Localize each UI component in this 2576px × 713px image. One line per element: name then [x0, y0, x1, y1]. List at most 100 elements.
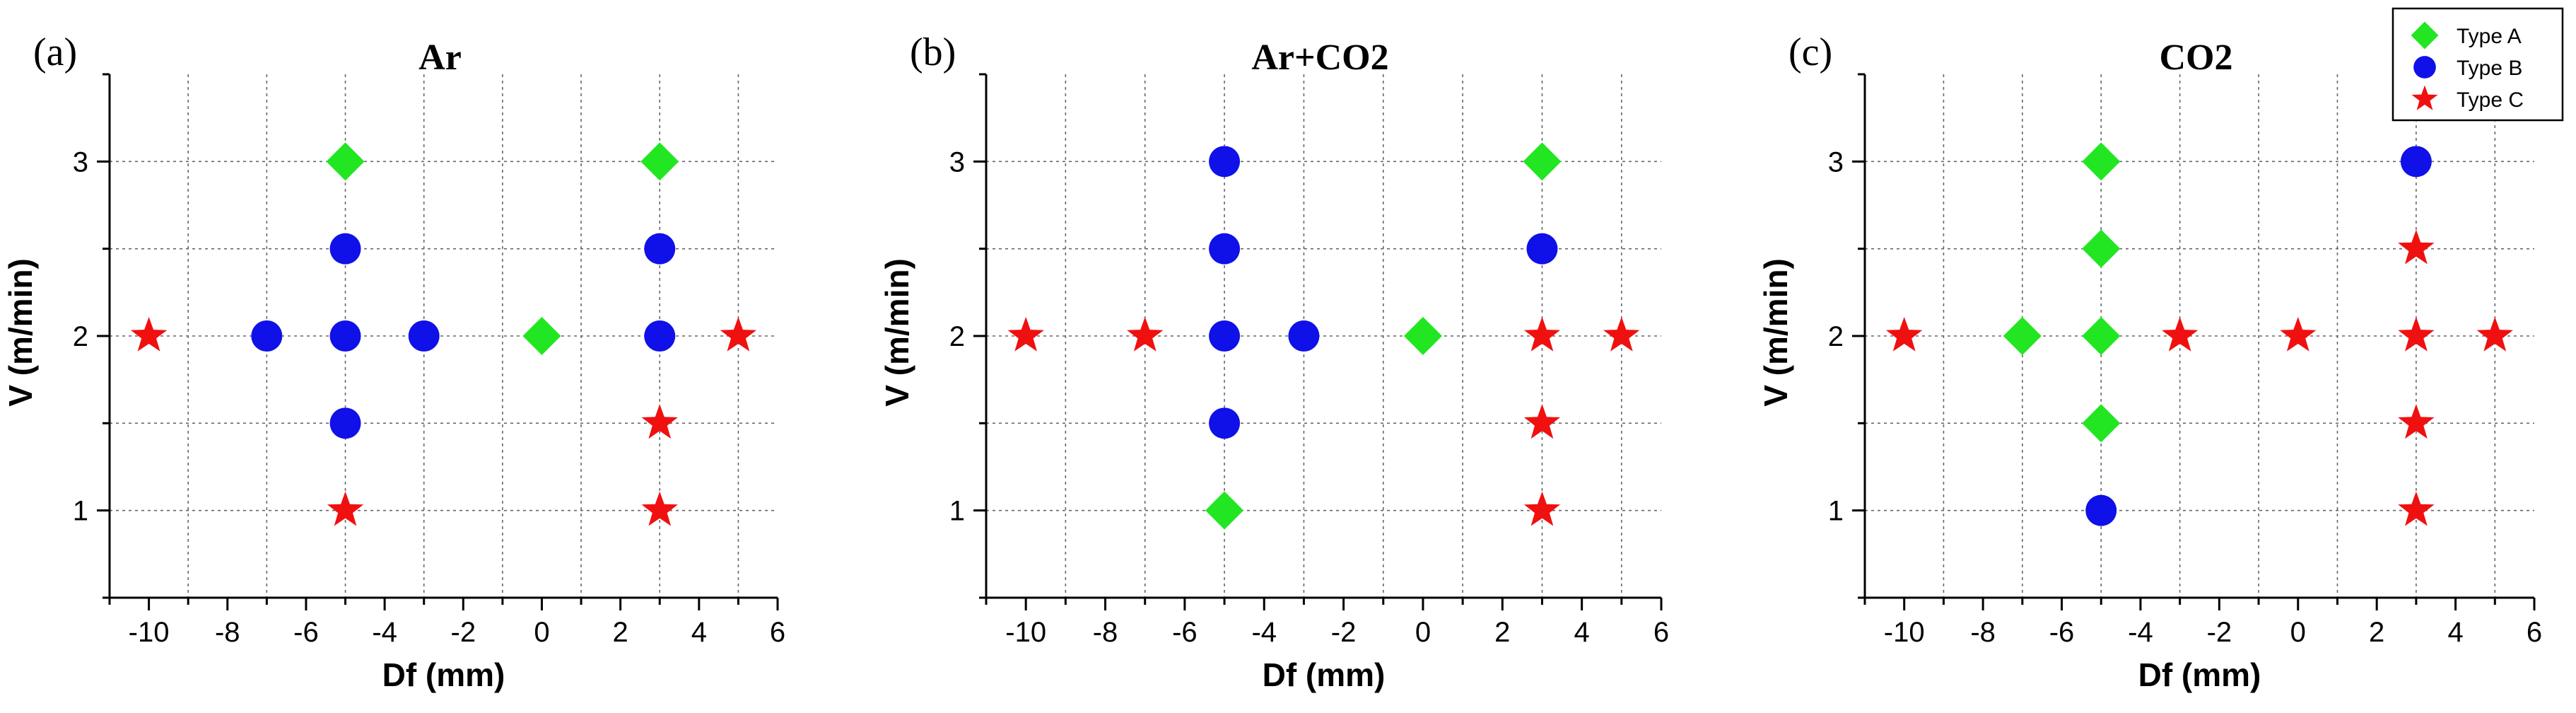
data-point-type-b	[2085, 494, 2117, 526]
y-tick-label: 2	[949, 321, 965, 352]
x-tick-label: -10	[1005, 617, 1046, 648]
x-tick-label: 4	[691, 617, 707, 648]
data-point-type-c	[2398, 229, 2435, 265]
legend-marker-type-a	[2411, 21, 2439, 50]
data-point-type-a	[522, 317, 561, 355]
x-tick-label: -4	[1251, 617, 1277, 648]
panel-title: Ar+CO2	[1251, 37, 1388, 78]
data-point-type-c	[1523, 404, 1561, 439]
data-point-type-c	[1886, 317, 1923, 352]
x-tick-label: 0	[2290, 617, 2306, 648]
y-tick-label: 1	[949, 496, 965, 527]
y-tick-label: 3	[73, 146, 88, 178]
x-axis-title: Df (mm)	[1263, 656, 1386, 693]
x-tick-label: 0	[1415, 617, 1431, 648]
data-point-type-a	[2082, 317, 2121, 355]
data-point-type-c	[2398, 317, 2435, 352]
x-tick-label: -4	[372, 617, 397, 648]
panel-c: -10 -8 -6 -4 -2 0 2 4 6 1 2 3 Df (mm) V (m/min) (c) CO2	[1757, 30, 2542, 693]
x-tick-label: 2	[613, 617, 628, 648]
x-tick-label: -4	[2128, 617, 2153, 648]
data-point-type-c	[1603, 317, 1640, 352]
panel-letter: (a)	[33, 30, 77, 74]
data-point-type-b	[1209, 233, 1241, 265]
data-point-type-b	[2400, 146, 2432, 178]
x-tick-label: -8	[215, 617, 240, 648]
data-point-type-c	[1523, 491, 1561, 526]
data-point-type-c	[1007, 317, 1044, 352]
data-point-type-b	[251, 320, 283, 352]
panel-b: -10 -8 -6 -4 -2 0 2 4 6 1 2 3 Df (mm) V (m/min) (b) Ar+…	[879, 30, 1669, 693]
data-point-type-b	[329, 407, 361, 439]
data-point-type-b	[329, 233, 361, 265]
data-point-type-a	[640, 142, 679, 181]
data-point-type-a	[2082, 229, 2121, 268]
data-point-type-c	[1127, 317, 1164, 352]
data-point-type-b	[644, 233, 676, 265]
legend-marker-type-b	[2413, 56, 2436, 79]
x-tick-label: -10	[1884, 617, 1925, 648]
data-point-type-b	[644, 320, 676, 352]
data-point-type-a	[2003, 317, 2042, 355]
data-point-type-c	[327, 491, 364, 526]
data-point-type-c	[130, 317, 168, 352]
data-point-type-c	[641, 404, 678, 439]
data-point-type-c	[720, 317, 757, 352]
data-point-type-a	[1403, 317, 1442, 355]
y-tick-label: 3	[949, 146, 965, 178]
x-tick-label: -6	[1172, 617, 1198, 648]
data-point-type-a	[1205, 491, 1244, 530]
x-axis-title: Df (mm)	[382, 656, 505, 693]
x-tick-label: -6	[293, 617, 319, 648]
x-axis-title: Df (mm)	[2138, 656, 2261, 693]
legend-label: Type A	[2457, 25, 2522, 48]
legend-label: Type B	[2457, 57, 2522, 80]
data-point-type-c	[2280, 317, 2317, 352]
y-tick-label: 1	[1828, 496, 1844, 527]
legend: Type A Type B Type C	[2391, 7, 2564, 122]
x-tick-label: 4	[1574, 617, 1590, 648]
panel-letter: (b)	[910, 30, 956, 74]
x-tick-label: 0	[534, 617, 549, 648]
x-tick-label: -8	[1970, 617, 1996, 648]
y-tick-label: 2	[1828, 321, 1844, 352]
x-tick-label: 2	[2369, 617, 2384, 648]
x-tick-label: 6	[770, 617, 785, 648]
data-point-type-a	[2082, 404, 2121, 443]
y-axis-title: V (m/min)	[1757, 258, 1794, 407]
data-point-type-b	[1209, 407, 1241, 439]
panel-title: Ar	[418, 37, 462, 78]
data-point-type-b	[1209, 320, 1241, 352]
data-point-type-b	[1526, 233, 1558, 265]
data-point-type-b	[408, 320, 440, 352]
panel-a: -10 -8 -6 -4 -2 0 2 4 6 1 2 3 Df (mm) V (m/min) (a) Ar	[2, 30, 785, 693]
x-tick-label: 2	[1494, 617, 1510, 648]
data-point-type-a	[1523, 142, 1562, 181]
data-point-type-c	[2398, 404, 2435, 439]
legend-label: Type C	[2457, 88, 2524, 112]
y-tick-label: 1	[73, 496, 88, 527]
x-tick-label: 6	[2527, 617, 2542, 648]
data-point-type-b	[1288, 320, 1320, 352]
x-tick-label: -2	[2207, 617, 2232, 648]
data-point-type-c	[1523, 317, 1561, 352]
data-point-type-c	[2476, 317, 2513, 352]
data-point-type-b	[329, 320, 361, 352]
x-tick-label: -2	[1331, 617, 1357, 648]
panel-letter: (c)	[1788, 30, 1832, 74]
y-tick-label: 3	[1828, 146, 1844, 178]
legend-marker-type-c	[2411, 85, 2438, 110]
data-point-type-b	[1209, 146, 1241, 178]
data-point-type-c	[2162, 317, 2199, 352]
x-tick-label: -6	[2049, 617, 2075, 648]
x-tick-label: -10	[129, 617, 170, 648]
y-axis-title: V (m/min)	[2, 258, 39, 407]
x-tick-label: 6	[1653, 617, 1669, 648]
y-tick-label: 2	[73, 321, 88, 352]
data-point-type-a	[2082, 142, 2121, 181]
x-tick-label: -8	[1093, 617, 1118, 648]
x-tick-label: -2	[451, 617, 476, 648]
data-point-type-c	[641, 491, 678, 526]
panel-title: CO2	[2160, 37, 2233, 78]
